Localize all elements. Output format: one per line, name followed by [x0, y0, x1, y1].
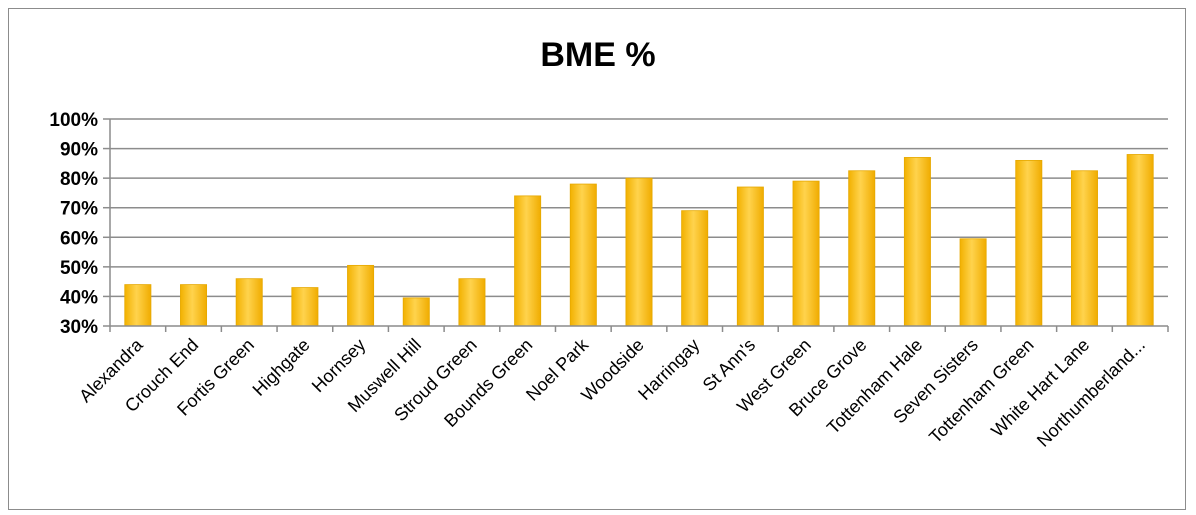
bar [124, 284, 152, 327]
bar [291, 287, 319, 327]
y-tick-label: 80% [60, 169, 98, 190]
bar [848, 170, 876, 327]
x-tick-label: Northumberland... [1033, 335, 1149, 451]
x-tick-label: Harringay [634, 335, 703, 404]
y-tick-label: 40% [60, 287, 98, 308]
x-tick-label: Tottenham Green [925, 335, 1037, 447]
bar [736, 186, 764, 327]
x-tick-label: Tottenham Hale [823, 335, 926, 438]
bar [180, 284, 208, 327]
bar [792, 180, 820, 327]
y-tick-label: 90% [60, 140, 98, 161]
bar [625, 177, 653, 327]
chart-title: BME % [540, 36, 656, 74]
bar [1126, 154, 1154, 327]
bar [458, 278, 486, 327]
bar [959, 238, 987, 327]
bar [903, 157, 931, 327]
y-tick-label: 70% [60, 199, 98, 220]
bar [1070, 170, 1098, 327]
bar [681, 210, 709, 327]
x-tick-label: Highgate [249, 335, 314, 400]
bar [235, 278, 263, 327]
bar [569, 183, 597, 327]
y-tick-label: 30% [60, 317, 98, 338]
x-tick-label: White Hart Lane [987, 335, 1093, 441]
y-tick-label: 60% [60, 228, 98, 249]
bar [514, 195, 542, 327]
chart-frame [8, 8, 1186, 510]
bar [1015, 159, 1043, 327]
bar [402, 297, 430, 327]
y-tick-label: 100% [49, 110, 98, 131]
bar [347, 264, 375, 327]
y-tick-label: 50% [60, 258, 98, 279]
